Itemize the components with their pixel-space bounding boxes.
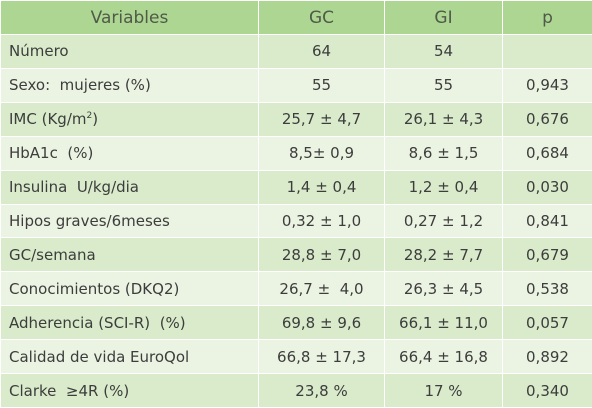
header-cell: GI [384,0,503,35]
row-label: HbA1c (%) [0,135,259,171]
cell: 0,679 [502,237,592,273]
row-label: Número [0,34,259,69]
cell: 69,8 ± 9,6 [258,305,385,341]
cell: 1,2 ± 0,4 [384,169,503,205]
cell: 17 % [384,373,503,408]
cell: 0,340 [502,373,592,408]
table-row: GC/semana 28,8 ± 7,0 28,2 ± 7,7 0,679 [0,237,592,273]
table-row: Adherencia (SCI-R) (%) 69,8 ± 9,6 66,1 ± 1… [0,305,592,341]
cell: 8,6 ± 1,5 [384,135,503,171]
row-label: Hipos graves/6meses [0,203,259,239]
text-part: IMC (Kg/m [9,110,87,129]
cell: 0,32 ± 1,0 [258,203,385,239]
cell: 23,8 % [258,373,385,408]
row-label: Sexo: mujeres (%) [0,67,259,103]
cell: 26,3 ± 4,5 [384,271,503,307]
cell: 0,684 [502,135,592,171]
cell: 0,676 [502,101,592,137]
cell: 54 [384,34,503,69]
cell: 1,4 ± 0,4 [258,169,385,205]
cell: 0,030 [502,169,592,205]
cell: 66,8 ± 17,3 [258,339,385,375]
cell: 28,8 ± 7,0 [258,237,385,273]
table-row: IMC (Kg/m2) 25,7 ± 4,7 26,1 ± 4,3 0,676 [0,101,592,137]
cell: 66,4 ± 16,8 [384,339,503,375]
cell: 28,2 ± 7,7 [384,237,503,273]
cell: 25,7 ± 4,7 [258,101,385,137]
cell: 66,1 ± 11,0 [384,305,503,341]
cell: 64 [258,34,385,69]
cell: 26,1 ± 4,3 [384,101,503,137]
row-label: Clarke ≥4R (%) [0,373,259,408]
cell: 0,057 [502,305,592,341]
header-row: Variables GC GI p [0,0,592,35]
cell: 0,538 [502,271,592,307]
header-cell: p [502,0,592,35]
cell: 8,5± 0,9 [258,135,385,171]
row-label: Calidad de vida EuroQol [0,339,259,375]
table-row: Conocimientos (DKQ2) 26,7 ± 4,0 26,3 ± 4,5… [0,271,592,307]
cell: 0,943 [502,67,592,103]
cell: 55 [258,67,385,103]
cell: 0,892 [502,339,592,375]
cell: 55 [384,67,503,103]
cell [502,34,592,69]
cell: 0,841 [502,203,592,239]
row-label: Insulina U/kg/dia [0,169,259,205]
table-row: Número 64 54 [0,34,592,69]
text-part: ) [92,110,99,129]
table-row: Sexo: mujeres (%) 55 55 0,943 [0,67,592,103]
table-row: Calidad de vida EuroQol 66,8 ± 17,3 66,4 ±… [0,339,592,375]
row-label: Adherencia (SCI-R) (%) [0,305,259,341]
header-cell: GC [258,0,385,35]
row-label: Conocimientos (DKQ2) [0,271,259,307]
row-label: GC/semana [0,237,259,273]
table-body: Número 64 54 Sexo: mujeres (%) 55 55 0,943 IMC … [0,34,592,408]
superscript: 2 [86,111,93,122]
table-row: HbA1c (%) 8,5± 0,9 8,6 ± 1,5 0,684 [0,135,592,171]
table-row: Insulina U/kg/dia 1,4 ± 0,4 1,2 ± 0,4 0,030 [0,169,592,205]
row-label: IMC (Kg/m2) [0,101,259,137]
table-row: Hipos graves/6meses 0,32 ± 1,0 0,27 ± 1,2 0… [0,203,592,239]
table-row: Clarke ≥4R (%) 23,8 % 17 % 0,340 [0,373,592,408]
cell: 26,7 ± 4,0 [258,271,385,307]
header-cell: Variables [0,0,259,35]
cell: 0,27 ± 1,2 [384,203,503,239]
